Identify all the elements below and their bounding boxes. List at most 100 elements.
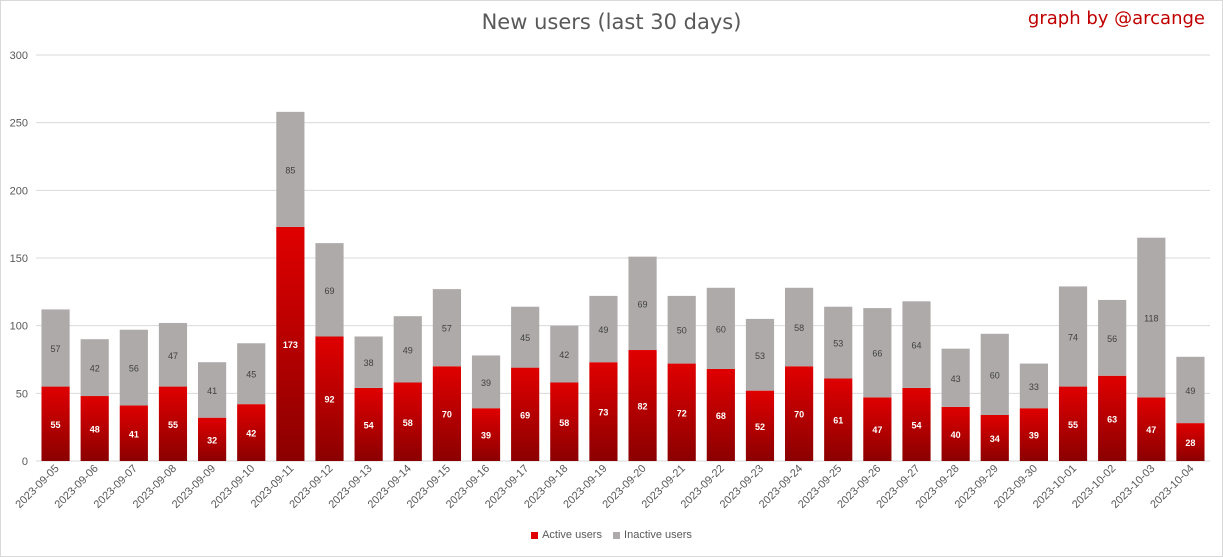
data-label-inactive: 60 [990, 370, 1000, 380]
data-label-inactive: 49 [598, 325, 608, 335]
bar-inactive [511, 306, 540, 368]
data-label-inactive: 42 [559, 350, 569, 360]
bar-active [1176, 423, 1205, 461]
data-label-active: 42 [246, 429, 256, 439]
bar-inactive [628, 256, 657, 351]
data-label-inactive: 53 [833, 339, 843, 349]
bar-active [471, 408, 501, 461]
data-label-active: 69 [520, 410, 530, 420]
bar-inactive [432, 289, 461, 367]
data-label-active: 54 [911, 420, 921, 430]
bar-inactive [119, 329, 148, 406]
legend: Active users Inactive users [0, 529, 1223, 542]
data-label-inactive: 49 [403, 345, 413, 355]
bar-active [158, 386, 188, 461]
bar-inactive [198, 362, 227, 418]
bar-active [80, 396, 109, 461]
bar-active [628, 350, 657, 461]
data-label-active: 32 [207, 435, 217, 445]
data-label-active: 61 [833, 416, 843, 426]
bar-inactive [824, 306, 853, 379]
data-label-inactive: 53 [755, 351, 765, 361]
bar-active [902, 387, 931, 461]
data-label-inactive: 69 [638, 299, 648, 309]
legend-item-active: Active users [531, 529, 602, 541]
bar-active [41, 386, 70, 461]
data-label-active: 41 [129, 429, 139, 439]
data-label-active: 47 [1146, 425, 1156, 435]
bar-active [511, 367, 540, 461]
data-label-inactive: 45 [246, 370, 256, 380]
data-label-active: 55 [51, 420, 61, 430]
bar-inactive [1058, 286, 1088, 387]
data-labels: 55 57 48 42 41 56 55 47 32 41 42 45 173 85 92 69 54 38 58 4… [51, 165, 1196, 448]
bar-active [941, 406, 970, 461]
bar-inactive [80, 339, 109, 397]
bar-inactive [1137, 237, 1166, 398]
data-label-active: 39 [1029, 431, 1039, 441]
data-label-inactive: 43 [951, 374, 961, 384]
data-label-active: 55 [168, 420, 178, 430]
data-label-active: 39 [481, 431, 491, 441]
bar-inactive [589, 295, 618, 363]
data-label-inactive: 39 [481, 378, 491, 388]
bar-inactive [276, 111, 305, 227]
y-tick-label: 250 [10, 118, 28, 130]
bar-active [276, 226, 305, 461]
data-label-active: 34 [990, 434, 1000, 444]
bar-active [119, 405, 148, 461]
bar-inactive [315, 243, 344, 337]
bar-inactive [745, 318, 775, 391]
data-label-active: 48 [90, 425, 100, 435]
data-label-active: 92 [324, 395, 334, 405]
bar-inactive [785, 287, 814, 367]
data-label-inactive: 42 [90, 364, 100, 374]
data-label-inactive: 64 [911, 341, 921, 351]
bar-active [550, 382, 579, 461]
bar-active [785, 366, 814, 461]
y-axis-ticks: 0 50 100 150 200 250 300 [10, 50, 28, 468]
bar-inactive [1176, 356, 1205, 424]
data-label-active: 82 [638, 402, 648, 412]
bar-inactive [354, 336, 383, 388]
bar-active [432, 366, 461, 461]
data-label-inactive: 58 [794, 323, 804, 333]
bar-active [354, 387, 383, 461]
data-label-inactive: 85 [285, 165, 295, 175]
data-label-active: 173 [283, 340, 298, 350]
bar-inactive [863, 308, 892, 398]
bar-inactive [1019, 363, 1048, 409]
data-label-active: 72 [677, 408, 687, 418]
y-tick-label: 150 [10, 253, 28, 265]
bar-active [745, 390, 775, 461]
bar-inactive [237, 343, 266, 405]
data-label-active: 54 [364, 420, 374, 430]
data-label-active: 63 [1107, 414, 1117, 424]
bar-inactive [158, 322, 188, 387]
data-label-inactive: 69 [324, 286, 334, 296]
data-label-active: 68 [716, 411, 726, 421]
data-label-inactive: 57 [51, 344, 61, 354]
bar-active [824, 378, 853, 461]
data-label-inactive: 49 [1185, 386, 1195, 396]
bar-inactive [980, 333, 1009, 415]
bar-active [1019, 408, 1048, 461]
data-label-active: 55 [1068, 420, 1078, 430]
y-tick-label: 0 [22, 456, 28, 468]
data-label-inactive: 60 [716, 324, 726, 334]
data-label-inactive: 33 [1029, 382, 1039, 392]
data-label-active: 70 [794, 410, 804, 420]
bar-active [589, 362, 618, 461]
legend-swatch-active [531, 531, 539, 539]
bars [41, 111, 1205, 461]
data-label-inactive: 66 [872, 349, 882, 359]
bar-inactive [706, 287, 735, 369]
bar-inactive [1098, 299, 1127, 376]
bar-active [667, 363, 696, 461]
data-label-inactive: 38 [364, 358, 374, 368]
bar-inactive [471, 355, 501, 409]
y-tick-label: 200 [10, 185, 28, 197]
legend-label-inactive: Inactive users [624, 529, 692, 541]
bar-inactive [393, 316, 422, 383]
bar-inactive [41, 309, 70, 387]
